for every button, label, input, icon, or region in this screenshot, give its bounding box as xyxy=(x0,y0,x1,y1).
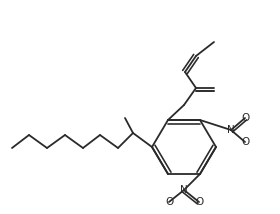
Text: O: O xyxy=(165,197,173,207)
Text: O: O xyxy=(195,197,203,207)
Text: N: N xyxy=(180,185,188,195)
Text: O: O xyxy=(241,113,249,123)
Text: N: N xyxy=(227,125,235,135)
Text: O: O xyxy=(241,137,249,147)
